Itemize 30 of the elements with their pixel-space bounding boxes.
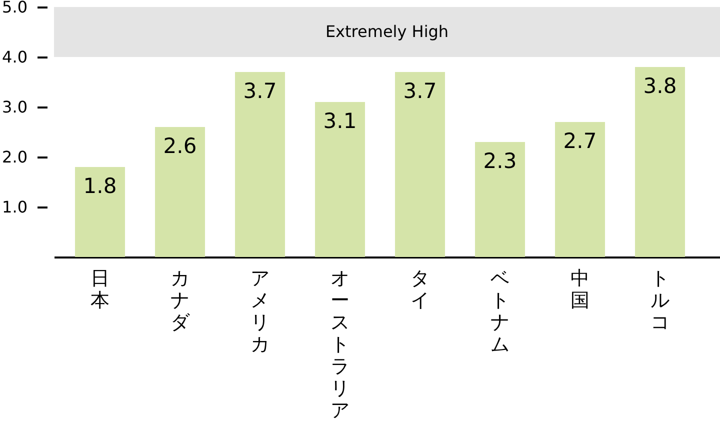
x-tick-label: オーストラリア [330, 268, 350, 422]
bar [75, 167, 125, 257]
y-tick-label: 3.0 [2, 98, 28, 116]
x-tick-label: カナダ [170, 268, 190, 334]
y-tick-label: 1.0 [2, 198, 28, 216]
bar [475, 142, 525, 257]
bar [635, 67, 685, 257]
x-tick-label: 日本 [90, 268, 110, 312]
data-label: 3.7 [403, 79, 437, 103]
bar [235, 72, 285, 257]
data-label: 3.7 [243, 79, 277, 103]
data-label: 3.1 [323, 109, 357, 133]
x-tick-label: 中国 [570, 268, 590, 312]
y-tick-label: 5.0 [2, 0, 28, 16]
data-label: 1.8 [83, 174, 117, 198]
y-tick-label: 4.0 [2, 48, 28, 66]
bar [315, 102, 365, 257]
data-label: 2.6 [163, 134, 197, 158]
x-tick-label: タイ [410, 268, 430, 312]
y-tick-label: 2.0 [2, 148, 28, 166]
bar [155, 127, 205, 257]
bar [395, 72, 445, 257]
data-label: 3.8 [643, 74, 677, 98]
data-label: 2.3 [483, 149, 517, 173]
bar [555, 122, 605, 257]
x-tick-label: アメリカ [250, 268, 270, 356]
band-label: Extremely High [325, 22, 449, 41]
data-label: 2.7 [563, 129, 597, 153]
x-tick-label: ベトナム [490, 268, 510, 356]
x-tick-label: トルコ [650, 268, 670, 334]
